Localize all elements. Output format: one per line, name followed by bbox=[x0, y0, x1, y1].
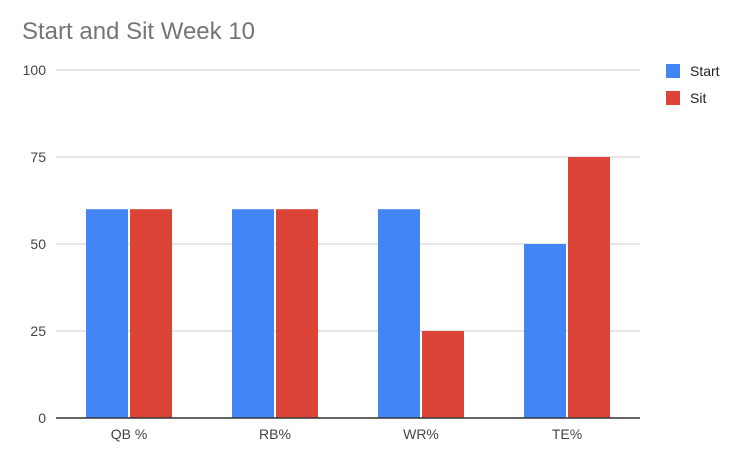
legend-label-start: Start bbox=[690, 63, 720, 79]
y-tick-label: 25 bbox=[30, 323, 46, 339]
bars bbox=[86, 157, 610, 418]
bar-sit-2 bbox=[422, 331, 464, 418]
x-tick-label: QB % bbox=[111, 426, 148, 442]
chart-title: Start and Sit Week 10 bbox=[22, 18, 256, 45]
y-tick-label: 75 bbox=[30, 149, 46, 165]
x-tick-label: TE% bbox=[552, 426, 582, 442]
legend-label-sit: Sit bbox=[690, 90, 706, 106]
bar-sit-1 bbox=[276, 209, 318, 418]
x-axis-ticks: QB % RB% WR% TE% bbox=[111, 426, 582, 442]
x-tick-label: RB% bbox=[259, 426, 291, 442]
legend: Start Sit bbox=[666, 63, 720, 106]
bar-start-0 bbox=[86, 209, 128, 418]
y-tick-label: 50 bbox=[30, 236, 46, 252]
legend-swatch-sit bbox=[666, 91, 680, 105]
y-tick-label: 0 bbox=[38, 410, 46, 426]
legend-swatch-start bbox=[666, 64, 680, 78]
x-tick-label: WR% bbox=[403, 426, 439, 442]
bar-sit-0 bbox=[130, 209, 172, 418]
bar-sit-3 bbox=[568, 157, 610, 418]
bar-start-1 bbox=[232, 209, 274, 418]
bar-start-2 bbox=[378, 209, 420, 418]
y-tick-label: 100 bbox=[23, 62, 47, 78]
y-axis-ticks: 0 25 50 75 100 bbox=[23, 62, 47, 426]
bar-start-3 bbox=[524, 244, 566, 418]
